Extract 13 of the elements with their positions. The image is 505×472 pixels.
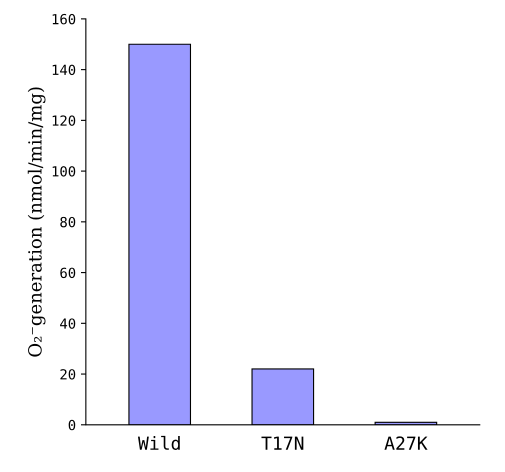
x-tick-label: T17N <box>261 436 304 450</box>
y-tick-label: 60 <box>60 268 76 278</box>
y-tick-label: 0 <box>68 420 76 430</box>
y-tick-label: 20 <box>60 369 76 380</box>
y-tick-label: 80 <box>60 216 76 228</box>
y-tick-label: 100 <box>52 166 76 177</box>
y-tick-label: 40 <box>60 318 76 329</box>
y-tick-label: 140 <box>52 64 76 76</box>
x-tick-label: Wild <box>138 436 180 450</box>
y-axis-title: O₂⁻generation (nmol/min/mg) <box>28 87 46 357</box>
x-tick-label: A27K <box>384 436 428 450</box>
y-tick-label: 120 <box>52 115 76 126</box>
y-tick-label: 160 <box>52 14 76 24</box>
